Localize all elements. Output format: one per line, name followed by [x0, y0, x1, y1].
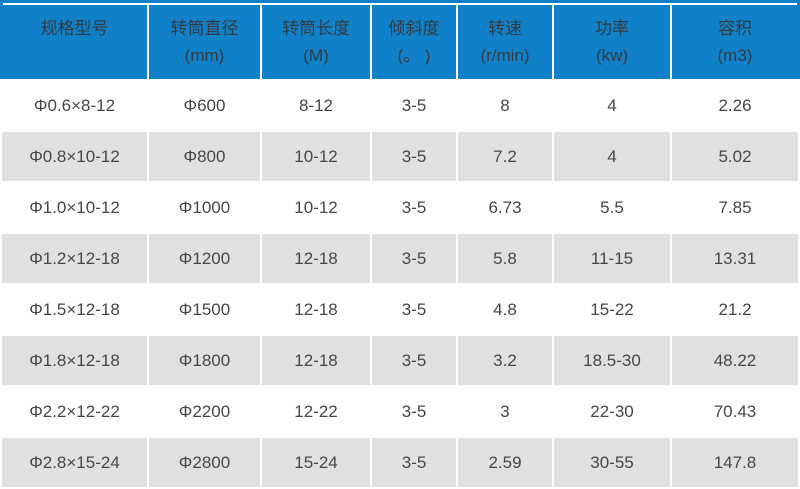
cell-length: 8-12 — [262, 81, 370, 130]
column-label: 转筒直径 — [170, 19, 239, 38]
cell-length: 15-24 — [262, 438, 370, 487]
cell-volume: 5.02 — [672, 132, 798, 181]
cell-model: Φ1.2×12-18 — [2, 234, 147, 283]
column-header-model: 规格型号 — [2, 5, 147, 79]
cell-diameter: Φ800 — [149, 132, 260, 181]
table-row: Φ1.2×12-18 Φ1200 12-18 3-5 5.8 11-15 13.… — [2, 234, 798, 283]
column-header-drum-length: 转筒长度 (M) — [262, 5, 370, 79]
cell-length: 12-18 — [262, 336, 370, 385]
cell-speed: 4.8 — [458, 285, 552, 334]
cell-diameter: Φ2200 — [149, 387, 260, 436]
column-header-volume: 容积 (m3) — [672, 5, 798, 79]
header-row: 规格型号 转筒直径 (mm) 转筒长度 (M) 倾斜度 (。 ) 转速 ( — [2, 5, 798, 79]
cell-diameter: Φ1800 — [149, 336, 260, 385]
table-body: Φ0.6×8-12 Φ600 8-12 3-5 8 4 2.26 Φ0.8×10… — [2, 81, 798, 487]
cell-model: Φ0.8×10-12 — [2, 132, 147, 181]
table-row: Φ0.8×10-12 Φ800 10-12 3-5 7.2 4 5.02 — [2, 132, 798, 181]
cell-incline: 3-5 — [372, 336, 456, 385]
cell-power: 5.5 — [554, 183, 670, 232]
cell-power: 4 — [554, 132, 670, 181]
column-label: 倾斜度 — [388, 19, 440, 38]
cell-length: 10-12 — [262, 132, 370, 181]
cell-incline: 3-5 — [372, 285, 456, 334]
cell-volume: 70.43 — [672, 387, 798, 436]
column-header-drum-diameter: 转筒直径 (mm) — [149, 5, 260, 79]
column-label: 容积 — [718, 19, 752, 38]
table-row: Φ0.6×8-12 Φ600 8-12 3-5 8 4 2.26 — [2, 81, 798, 130]
cell-length: 12-22 — [262, 387, 370, 436]
cell-speed: 8 — [458, 81, 552, 130]
cell-speed: 3.2 — [458, 336, 552, 385]
cell-power: 30-55 — [554, 438, 670, 487]
cell-incline: 3-5 — [372, 183, 456, 232]
cell-length: 12-18 — [262, 285, 370, 334]
header-right-edge — [797, 0, 800, 79]
cell-incline: 3-5 — [372, 132, 456, 181]
cell-speed: 3 — [458, 387, 552, 436]
cell-speed: 5.8 — [458, 234, 552, 283]
cell-volume: 13.31 — [672, 234, 798, 283]
column-header-power: 功率 (kw) — [554, 5, 670, 79]
cell-incline: 3-5 — [372, 234, 456, 283]
cell-incline: 3-5 — [372, 81, 456, 130]
cell-power: 15-22 — [554, 285, 670, 334]
column-unit: (。 ) — [397, 46, 431, 65]
cell-power: 18.5-30 — [554, 336, 670, 385]
cell-model: Φ0.6×8-12 — [2, 81, 147, 130]
table-row: Φ1.8×12-18 Φ1800 12-18 3-5 3.2 18.5-30 4… — [2, 336, 798, 385]
cell-volume: 48.22 — [672, 336, 798, 385]
cell-model: Φ1.8×12-18 — [2, 336, 147, 385]
cell-power: 22-30 — [554, 387, 670, 436]
column-label: 转筒长度 — [282, 19, 350, 38]
table-header: 规格型号 转筒直径 (mm) 转筒长度 (M) 倾斜度 (。 ) 转速 ( — [2, 5, 798, 79]
header-left-edge — [0, 0, 3, 79]
table-row: Φ2.2×12-22 Φ2200 12-22 3-5 3 22-30 70.43 — [2, 387, 798, 436]
column-label: 转速 — [488, 19, 522, 38]
column-unit: (M) — [303, 46, 329, 65]
cell-diameter: Φ1000 — [149, 183, 260, 232]
column-header-incline: 倾斜度 (。 ) — [372, 5, 456, 79]
table-row: Φ1.5×12-18 Φ1500 12-18 3-5 4.8 15-22 21.… — [2, 285, 798, 334]
cell-model: Φ1.0×10-12 — [2, 183, 147, 232]
cell-length: 12-18 — [262, 234, 370, 283]
cell-speed: 6.73 — [458, 183, 552, 232]
table-row: Φ1.0×10-12 Φ1000 10-12 3-5 6.73 5.5 7.85 — [2, 183, 798, 232]
column-label: 功率 — [595, 19, 629, 38]
cell-volume: 2.26 — [672, 81, 798, 130]
column-unit: (r/min) — [480, 46, 530, 65]
cell-model: Φ2.2×12-22 — [2, 387, 147, 436]
column-header-rotation-speed: 转速 (r/min) — [458, 5, 552, 79]
cell-diameter: Φ1200 — [149, 234, 260, 283]
cell-speed: 7.2 — [458, 132, 552, 181]
column-unit: (mm) — [184, 46, 225, 65]
cell-diameter: Φ600 — [149, 81, 260, 130]
cell-volume: 147.8 — [672, 438, 798, 487]
cell-diameter: Φ1500 — [149, 285, 260, 334]
column-unit: (kw) — [595, 46, 629, 65]
cell-incline: 3-5 — [372, 438, 456, 487]
column-unit: (m3) — [717, 46, 753, 65]
cell-model: Φ2.8×15-24 — [2, 438, 147, 487]
cell-speed: 2.59 — [458, 438, 552, 487]
column-unit — [2, 42, 147, 69]
cell-volume: 7.85 — [672, 183, 798, 232]
cell-model: Φ1.5×12-18 — [2, 285, 147, 334]
cell-power: 11-15 — [554, 234, 670, 283]
cell-power: 4 — [554, 81, 670, 130]
cell-volume: 21.2 — [672, 285, 798, 334]
column-label: 规格型号 — [40, 19, 109, 38]
cell-incline: 3-5 — [372, 387, 456, 436]
table-row: Φ2.8×15-24 Φ2800 15-24 3-5 2.59 30-55 14… — [2, 438, 798, 487]
cell-length: 10-12 — [262, 183, 370, 232]
cell-diameter: Φ2800 — [149, 438, 260, 487]
